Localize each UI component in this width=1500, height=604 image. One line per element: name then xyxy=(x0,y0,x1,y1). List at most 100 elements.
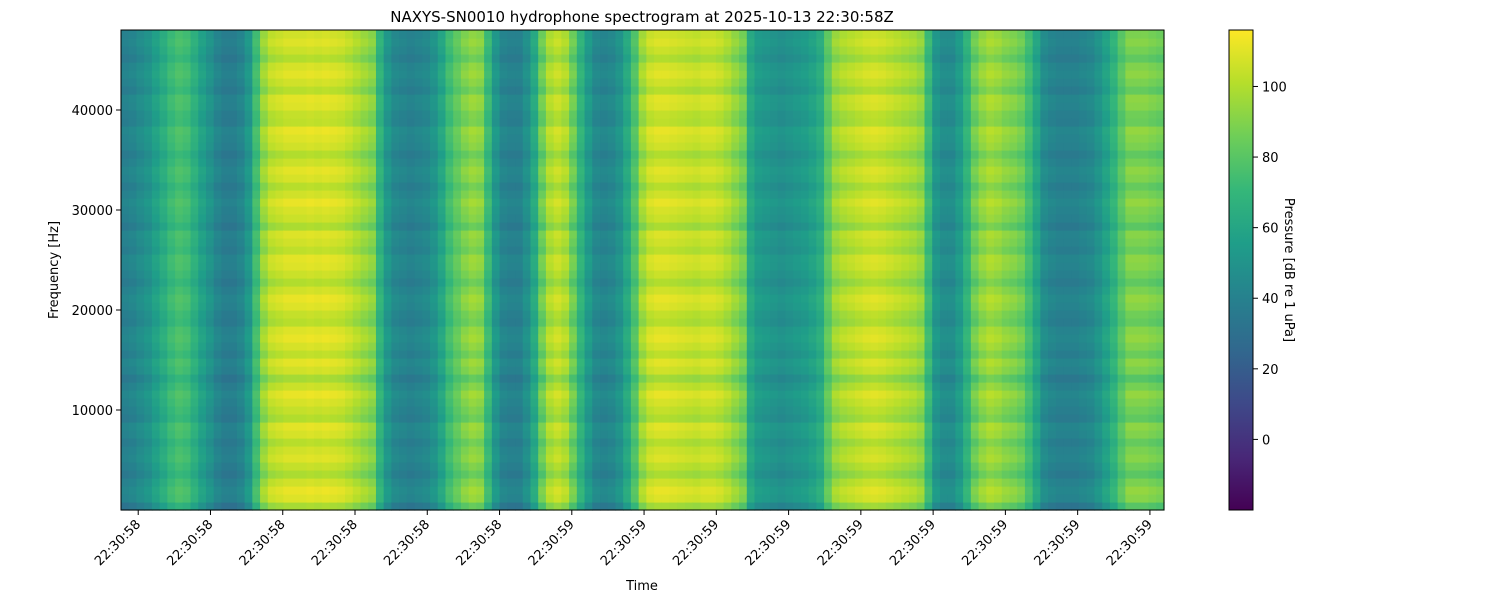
heatmap-cell xyxy=(600,270,609,279)
heatmap-cell xyxy=(484,262,493,271)
heatmap-cell xyxy=(422,478,431,487)
heatmap-cell xyxy=(198,430,207,439)
heatmap-cell xyxy=(522,246,532,255)
heatmap-cell xyxy=(453,206,462,215)
heatmap-cell xyxy=(159,174,168,183)
heatmap-cell xyxy=(337,254,346,263)
heatmap-cell xyxy=(576,94,586,103)
heatmap-cell xyxy=(406,206,416,215)
heatmap-cell xyxy=(754,286,763,295)
heatmap-cell xyxy=(708,206,717,215)
heatmap-cell xyxy=(600,238,609,247)
heatmap-cell xyxy=(739,38,748,47)
heatmap-cell xyxy=(136,150,145,159)
heatmap-cell xyxy=(654,110,663,119)
heatmap-cell xyxy=(314,46,323,55)
heatmap-cell xyxy=(368,110,377,119)
heatmap-cell xyxy=(600,462,609,471)
heatmap-cell xyxy=(306,150,315,159)
heatmap-cell xyxy=(159,286,168,295)
heatmap-cell xyxy=(213,446,223,455)
heatmap-cell xyxy=(553,326,562,335)
heatmap-cell xyxy=(445,326,454,335)
heatmap-cell xyxy=(159,486,168,495)
heatmap-cell xyxy=(453,102,462,111)
heatmap-cell xyxy=(607,254,617,263)
heatmap-cell xyxy=(754,478,763,487)
heatmap-cell xyxy=(159,222,168,231)
heatmap-cell xyxy=(545,286,555,295)
heatmap-cell xyxy=(430,398,439,407)
heatmap-cell xyxy=(229,230,238,239)
heatmap-cell xyxy=(646,382,655,391)
heatmap-cell xyxy=(499,30,508,39)
heatmap-cell xyxy=(569,126,578,135)
heatmap-cell xyxy=(190,310,199,319)
heatmap-cell xyxy=(144,102,153,111)
heatmap-cell xyxy=(646,454,655,463)
heatmap-cell xyxy=(638,94,647,103)
heatmap-cell xyxy=(669,134,678,143)
heatmap-cell xyxy=(522,318,532,327)
heatmap-cell xyxy=(136,326,145,335)
heatmap-cell xyxy=(715,302,725,311)
heatmap-cell xyxy=(314,134,323,143)
heatmap-cell xyxy=(723,54,732,63)
heatmap-cell xyxy=(406,350,416,359)
heatmap-cell xyxy=(460,150,470,159)
heatmap-cell xyxy=(661,294,671,303)
heatmap-cell xyxy=(198,278,207,287)
heatmap-cell xyxy=(460,454,470,463)
heatmap-cell xyxy=(221,278,230,287)
heatmap-cell xyxy=(746,78,756,87)
heatmap-cell xyxy=(700,358,709,367)
heatmap-cell xyxy=(167,190,176,199)
heatmap-cell xyxy=(368,478,377,487)
heatmap-cell xyxy=(762,462,771,471)
heatmap-cell xyxy=(484,414,493,423)
heatmap-cell xyxy=(283,86,292,95)
heatmap-cell xyxy=(190,494,199,503)
heatmap-cell xyxy=(414,334,423,343)
heatmap-cell xyxy=(569,462,578,471)
heatmap-cell xyxy=(213,230,223,239)
heatmap-cell xyxy=(576,310,586,319)
heatmap-cell xyxy=(182,278,192,287)
heatmap-cell xyxy=(507,398,516,407)
heatmap-cell xyxy=(298,374,308,383)
heatmap-cell xyxy=(430,38,439,47)
heatmap-cell xyxy=(128,78,138,87)
heatmap-cell xyxy=(414,110,423,119)
heatmap-cell xyxy=(329,390,338,399)
heatmap-cell xyxy=(692,430,702,439)
heatmap-cell xyxy=(460,70,470,79)
heatmap-cell xyxy=(669,374,678,383)
heatmap-cell xyxy=(121,366,130,375)
heatmap-cell xyxy=(151,30,161,39)
heatmap-cell xyxy=(345,46,354,55)
heatmap-cell xyxy=(731,390,740,399)
heatmap-cell xyxy=(677,54,686,63)
heatmap-cell xyxy=(275,102,284,111)
heatmap-cell xyxy=(267,190,277,199)
heatmap-cell xyxy=(406,502,416,511)
heatmap-cell xyxy=(182,374,192,383)
heatmap-cell xyxy=(128,246,138,255)
heatmap-cell xyxy=(306,230,315,239)
heatmap-cell xyxy=(383,190,393,199)
heatmap-cell xyxy=(144,422,153,431)
heatmap-cell xyxy=(453,30,462,39)
heatmap-cell xyxy=(136,126,145,135)
heatmap-cell xyxy=(708,350,717,359)
heatmap-cell xyxy=(360,334,369,343)
heatmap-cell xyxy=(654,318,663,327)
heatmap-cell xyxy=(746,382,756,391)
heatmap-cell xyxy=(136,222,145,231)
heatmap-cell xyxy=(352,94,362,103)
heatmap-cell xyxy=(368,294,377,303)
heatmap-cell xyxy=(692,62,702,71)
heatmap-cell xyxy=(445,166,454,175)
heatmap-cell xyxy=(638,134,647,143)
heatmap-cell xyxy=(298,382,308,391)
heatmap-cell xyxy=(754,198,763,207)
